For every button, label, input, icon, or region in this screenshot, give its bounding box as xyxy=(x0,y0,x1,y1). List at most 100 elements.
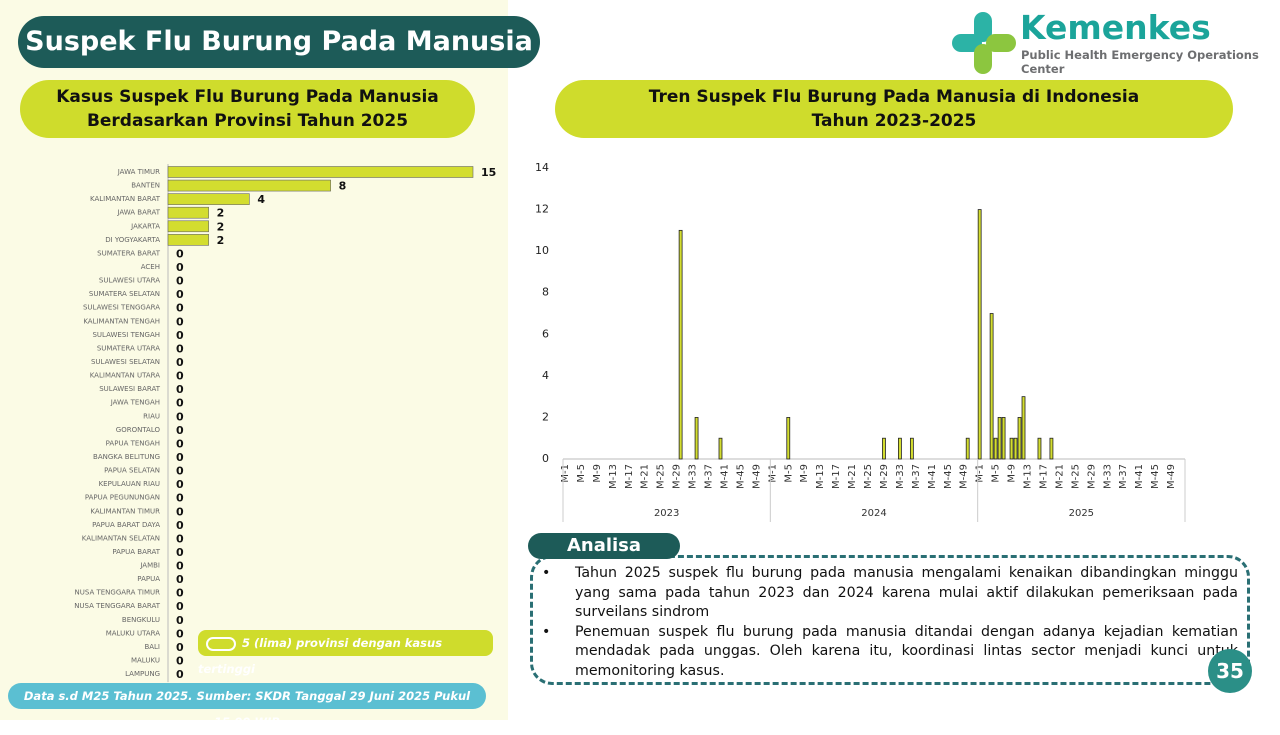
value-label: 0 xyxy=(176,397,184,410)
y-tick-label: 6 xyxy=(542,327,549,340)
bar xyxy=(1037,437,1042,460)
category-label: PAPUA BARAT xyxy=(112,548,160,556)
analysis-list: • Tahun 2025 suspek flu burung pada manus… xyxy=(542,564,1238,681)
value-label: 0 xyxy=(176,655,184,668)
bar xyxy=(1001,417,1006,460)
bar xyxy=(898,437,902,460)
x-tick-label: M-41 xyxy=(1134,464,1145,489)
category-label: JAWA BARAT xyxy=(116,209,160,217)
value-label: 2 xyxy=(217,220,225,233)
value-label: 8 xyxy=(339,180,347,193)
value-label: 0 xyxy=(176,505,184,518)
chart-title: Tren Suspek Flu Burung Pada Manusia di I… xyxy=(555,80,1233,138)
bullet-item: • Penemuan suspek flu burung pada manusia… xyxy=(542,623,1238,682)
bar xyxy=(989,313,994,460)
category-label: KALIMANTAN BARAT xyxy=(90,195,161,203)
logo-icon xyxy=(952,12,1016,74)
value-label: 0 xyxy=(176,329,184,342)
x-tick-label: M-37 xyxy=(1118,464,1129,489)
bar xyxy=(786,417,791,460)
category-label: JAMBI xyxy=(139,562,160,570)
x-tick-label: M-1 xyxy=(975,464,986,483)
chart-title-line: Kasus Suspek Flu Burung Pada Manusia xyxy=(56,87,439,107)
value-label: 0 xyxy=(176,383,184,396)
category-label: SULAWESI TENGAH xyxy=(92,331,160,339)
logo-name: Kemenkes xyxy=(1020,8,1211,47)
category-label: KALIMANTAN TENGAH xyxy=(83,317,160,325)
bar xyxy=(965,437,970,460)
value-label: 0 xyxy=(176,275,184,288)
category-label: PAPUA SELATAN xyxy=(104,467,160,475)
x-tick-label: M-41 xyxy=(927,464,938,489)
x-tick-label: M-25 xyxy=(1070,464,1081,489)
category-label: BANGKA BELITUNG xyxy=(93,453,160,461)
value-label: 0 xyxy=(176,451,184,464)
x-tick-label: M-33 xyxy=(895,464,906,489)
x-tick-label: M-21 xyxy=(1054,464,1065,489)
x-tick-label: M-45 xyxy=(735,464,746,489)
y-tick-label: 10 xyxy=(535,244,549,257)
value-label: 0 xyxy=(176,302,184,315)
page-number: 35 xyxy=(1208,649,1252,693)
bar xyxy=(1009,437,1014,460)
page-title: Suspek Flu Burung Pada Manusia xyxy=(18,16,540,68)
bar xyxy=(1021,396,1026,460)
category-label: NUSA TENGGARA BARAT xyxy=(74,602,161,610)
value-label: 0 xyxy=(176,410,184,423)
x-tick-label: M-1 xyxy=(767,464,778,483)
y-tick-label: 4 xyxy=(542,369,549,382)
logo-shape xyxy=(952,34,982,52)
category-label: GORONTALO xyxy=(116,426,161,434)
value-label: 0 xyxy=(176,668,184,681)
x-tick-label: M-9 xyxy=(592,464,603,483)
group-label: 2024 xyxy=(861,508,886,519)
x-tick-label: M-13 xyxy=(1023,464,1034,489)
value-label: 15 xyxy=(481,166,496,179)
category-label: JAWA TENGAH xyxy=(110,399,160,407)
value-label: 2 xyxy=(217,207,225,220)
x-tick-label: M-37 xyxy=(911,464,922,489)
bar xyxy=(167,193,250,205)
y-tick-label: 12 xyxy=(535,203,549,216)
analysis-box xyxy=(530,555,1250,685)
x-tick-label: M-29 xyxy=(672,464,683,489)
category-label: BENGKULU xyxy=(122,616,160,624)
category-label: SUMATERA SELATAN xyxy=(89,290,160,298)
group-label: 2023 xyxy=(654,508,679,519)
category-label: SULAWESI BARAT xyxy=(99,385,161,393)
x-tick-label: M-25 xyxy=(863,464,874,489)
bar xyxy=(993,437,998,460)
category-label: PAPUA BARAT DAYA xyxy=(92,521,160,529)
value-label: 0 xyxy=(176,532,184,545)
value-label: 0 xyxy=(176,342,184,355)
x-tick-label: M-33 xyxy=(688,464,699,489)
category-label: KALIMANTAN SELATAN xyxy=(82,534,160,542)
chart-title-line: Tren Suspek Flu Burung Pada Manusia di I… xyxy=(648,87,1140,107)
value-label: 0 xyxy=(176,356,184,369)
x-tick-label: M-9 xyxy=(1007,464,1018,483)
y-tick-label: 8 xyxy=(542,286,549,299)
category-label: LAMPUNG xyxy=(125,670,160,678)
x-tick-label: M-37 xyxy=(704,464,715,489)
value-label: 0 xyxy=(176,492,184,505)
bar xyxy=(1013,437,1018,460)
x-tick-label: M-1 xyxy=(560,464,571,483)
category-label: SUMATERA UTARA xyxy=(97,344,160,352)
x-tick-label: M-45 xyxy=(943,464,954,489)
value-label: 0 xyxy=(176,587,184,600)
category-label: BANTEN xyxy=(131,182,160,190)
value-label: 0 xyxy=(176,641,184,654)
value-label: 0 xyxy=(176,261,184,274)
category-label: JAKARTA xyxy=(130,222,160,230)
category-label: KALIMANTAN TIMUR xyxy=(90,507,160,515)
analysis-heading: Analisa xyxy=(528,533,680,559)
category-label: MALUKU UTARA xyxy=(106,629,160,637)
category-label: KEPULAUAN RIAU xyxy=(99,480,160,488)
category-label: RIAU xyxy=(143,412,160,420)
logo-shape xyxy=(986,34,1016,52)
x-tick-label: M-17 xyxy=(1038,464,1049,489)
value-label: 0 xyxy=(176,478,184,491)
y-tick-label: 14 xyxy=(535,161,549,174)
x-tick-label: M-17 xyxy=(831,464,842,489)
logo-shape xyxy=(974,12,992,42)
